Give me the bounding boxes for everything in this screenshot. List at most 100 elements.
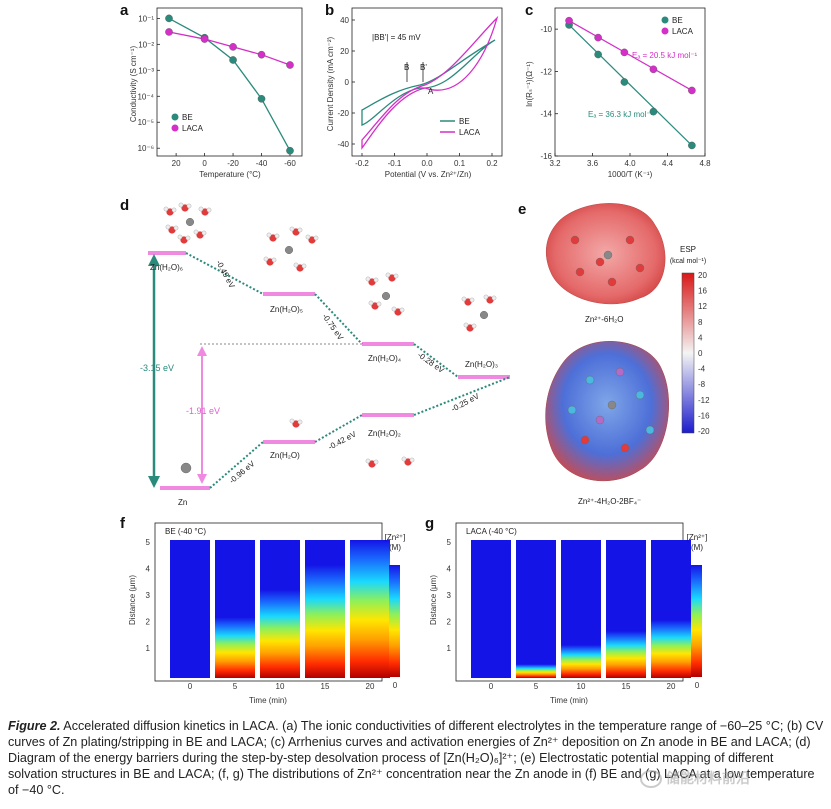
step-energy-2: -0.75 eV <box>320 312 345 342</box>
esp-tick-label: -4 <box>698 365 706 374</box>
a-point-be <box>257 94 266 103</box>
hydrogen-atom <box>469 297 475 303</box>
hydrogen-atom <box>491 295 497 301</box>
hydrogen-atom <box>373 459 379 465</box>
heatmap-gradient <box>350 540 390 678</box>
hydrogen-atom <box>201 230 207 236</box>
c-ytick-label: -12 <box>540 67 552 76</box>
point-bprime-label: B' <box>420 63 427 72</box>
esp-atom <box>615 367 625 377</box>
hydrogen-atom <box>185 235 191 241</box>
b-ytick-label: -40 <box>337 140 349 149</box>
esp-atom <box>625 235 635 245</box>
esp-atom <box>570 235 580 245</box>
hydrogen-atom <box>193 229 199 235</box>
esp-colorbar-unit: (kcal mol⁻¹) <box>670 258 706 265</box>
point-a-label: A <box>428 87 434 96</box>
step-energy-4: -0.25 eV <box>450 391 482 413</box>
esp-atom <box>645 425 655 435</box>
panel-a-xlabel: Temperature (°C) <box>199 170 261 179</box>
esp-atom <box>635 263 645 273</box>
legend-be-marker <box>661 16 669 24</box>
c-fit-laca <box>568 20 693 91</box>
esp-atom <box>595 415 605 425</box>
a-point-be <box>165 14 173 23</box>
esp-label-bottom: Zn²⁺-4H₂O-2BF₄⁻ <box>578 497 641 506</box>
panel-c-xlabel: 1000/T (K⁻¹) <box>608 170 653 179</box>
c-ytick-label: -16 <box>540 152 552 161</box>
c-ytick-label: -14 <box>540 110 552 119</box>
water-molecule-clusters <box>163 202 497 474</box>
total-laca-arrow-head-down <box>197 474 207 484</box>
heat-ytick-label: 5 <box>447 538 452 547</box>
hydrogen-atom <box>178 202 184 208</box>
total-laca-energy: -1.91 eV <box>186 406 220 416</box>
heat-xtick-label: 15 <box>622 682 631 691</box>
heat-xtick-label: 0 <box>188 682 193 691</box>
hydrogen-atom <box>463 322 469 328</box>
esp-tick-label: 20 <box>698 271 707 280</box>
esp-surface-zn-4h2o-2bf4 <box>545 341 669 482</box>
panel-b-annotation: |BB'| = 45 mV <box>372 33 421 42</box>
a-xtick-label: 20 <box>172 159 181 168</box>
watermark-text: 储能材料前沿 <box>666 770 750 786</box>
ea-laca-label: Eₐ = 20.5 kJ mol⁻¹ <box>632 51 698 60</box>
heat-xtick-label: 10 <box>577 682 586 691</box>
panel-d-energy-diagram: d -3.15 eV -1.91 eV Zn(H₂O)₆ Zn(H₂O)₅ <box>120 197 511 507</box>
total-be-arrow-head-up <box>148 254 160 266</box>
step-energy-5: -0.42 eV <box>327 429 359 451</box>
legend-laca-label: LACA <box>672 27 694 36</box>
heatmap-gradient <box>651 620 691 678</box>
hydrogen-atom <box>266 232 272 238</box>
b-ytick-label: 40 <box>340 16 349 25</box>
hydrogen-atom <box>313 235 319 241</box>
state-zn-h2o6: Zn(H₂O)₆ <box>150 263 183 272</box>
panel-g-laca-heatmap: g LACA (-40 °C) 0 5 10 15 20 5 4 3 2 1 Distance (… <box>425 515 707 705</box>
panel-a-ylabel: Conductivity (S cm⁻¹) <box>129 46 138 123</box>
panel-a-series <box>165 14 294 155</box>
heat-xtick-label: 15 <box>321 682 330 691</box>
b-xtick-label: 0.0 <box>421 159 433 168</box>
esp-label-top: Zn²⁺-6H₂O <box>585 315 623 324</box>
a-xtick-label: -40 <box>256 159 268 168</box>
panel-g-cbar-title: [Zn²⁺] <box>687 533 708 542</box>
hydrogen-atom <box>171 207 177 213</box>
a-ytick-label: 10⁻³ <box>138 66 154 75</box>
heat-ytick-label: 3 <box>447 591 452 600</box>
hydrogen-atom <box>293 262 299 268</box>
panel-a-frame <box>156 7 303 157</box>
heat-xtick-label: 10 <box>276 682 285 691</box>
heat-ytick-label: 3 <box>146 591 151 600</box>
state-zn-h2o: Zn(H₂O) <box>270 451 300 460</box>
panel-g-ylabel: Distance (μm) <box>429 575 438 625</box>
total-be-energy: -3.15 eV <box>140 363 174 373</box>
esp-colorbar-ticks: 20 16 12 8 4 0 -4 -8 -12 -16 -20 <box>698 271 710 436</box>
panel-c-letter: c <box>525 2 533 19</box>
heatmap-gradient <box>305 564 345 678</box>
level-zn-h2o4 <box>362 342 414 346</box>
heat-xtick-label: 5 <box>534 682 539 691</box>
a-ytick-label: 10⁻⁵ <box>138 118 154 127</box>
state-zn: Zn <box>178 498 187 507</box>
panel-c-ylabel: ln(Rₛ⁻¹)(Ω⁻¹) <box>525 61 534 107</box>
heatmap-column <box>471 540 511 678</box>
zinc-atom <box>285 245 294 254</box>
panel-b-cv-chart: b 40 20 0 -20 -40 -0.2 -0.1 0.0 0.1 0.2 Current D… <box>325 2 503 179</box>
heat-ytick-label: 2 <box>447 618 452 627</box>
hydrogen-atom <box>399 307 405 313</box>
panel-f-cbar-min: 0 <box>393 681 398 690</box>
c-point-be <box>620 78 629 86</box>
hydrogen-atom <box>297 227 303 233</box>
esp-tick-label: -12 <box>698 396 710 405</box>
level-zn-h2o5 <box>263 292 315 296</box>
hydrogen-atom <box>301 263 307 269</box>
step-energy-1: -0.49 eV <box>214 259 236 291</box>
esp-atom <box>567 405 577 415</box>
panel-b-legend: BE LACA <box>440 117 481 137</box>
esp-colorbar-title: ESP <box>680 245 696 254</box>
hydrogen-atom <box>263 256 269 262</box>
a-point-laca <box>257 50 266 59</box>
panel-a-conductivity-chart: a 10⁻¹10⁻²10⁻³10⁻⁴10⁻⁵10⁻⁶ 20 0 -20 -40 -60 … <box>120 2 303 179</box>
heat-ytick-label: 1 <box>146 644 151 653</box>
panel-a-legend: BE LACA <box>171 113 204 133</box>
